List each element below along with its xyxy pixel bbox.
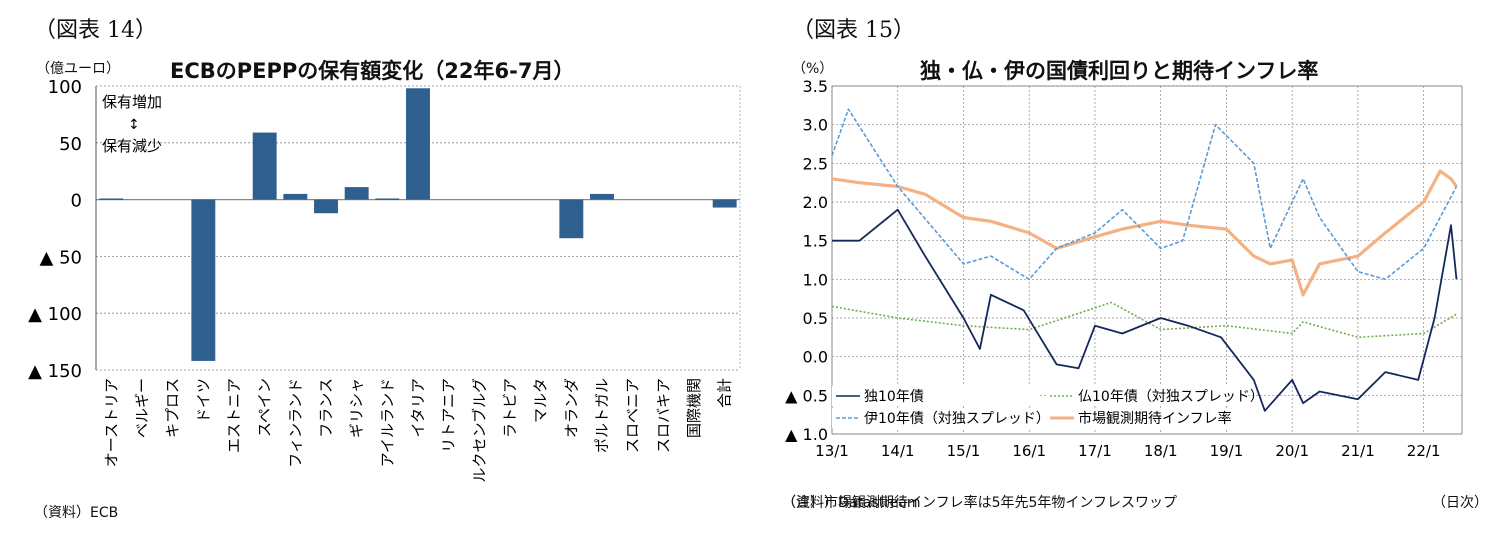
- x-tick-label: イタリア: [409, 378, 427, 437]
- x-tick-label: フランス: [317, 378, 335, 438]
- y-tick-label: 50: [59, 134, 82, 155]
- y-tick-label: 2.5: [803, 154, 828, 173]
- chart-title: 独・仏・伊の国債利回りと期待インフレ率: [920, 59, 1319, 83]
- x-tick-label: 21/1: [1341, 442, 1375, 460]
- y-tick-label: 0: [71, 191, 82, 212]
- y-tick-label: 3.5: [803, 77, 828, 96]
- y-axis-unit: （億ユーロ）: [36, 61, 120, 77]
- y-tick-label: ▲ 150: [28, 361, 82, 382]
- legend-bg: [1046, 408, 1246, 428]
- bar-chart: 100 50 0 ▲ 50 ▲ 100 ▲ 150 オーストリア ベルギー キプロス ドイツ エスト…: [28, 77, 741, 483]
- y-tick-label: ▲ 1.0: [785, 425, 828, 444]
- legend-bg: [1046, 386, 1246, 406]
- legend-label: 市場観測期待インフレ率: [1078, 410, 1232, 427]
- x-tick-label: スロベニア: [624, 378, 642, 453]
- source-note: （資料）Datastream: [782, 495, 921, 511]
- legend-bg: [832, 408, 1040, 428]
- x-tick-label: 22/1: [1407, 442, 1441, 460]
- x-tick-label: エストニア: [225, 378, 243, 453]
- bar: [375, 198, 400, 200]
- y-tick-label: ▲ 0.5: [785, 386, 828, 405]
- footnote: （注）市場観測期待インフレ率は5年先5年物インフレスワップ: [782, 495, 1177, 511]
- panel-holdings-change: （図表 14） （億ユーロ） ECBのPEPPの保有額変化（22年6-7月） 1…: [28, 18, 741, 521]
- x-tick-label: キプロス: [164, 378, 182, 438]
- bar: [559, 199, 584, 239]
- y-tick-label: 2.0: [803, 193, 828, 212]
- y-tick-label: ▲ 100: [28, 304, 82, 325]
- y-tick-label: ▲ 50: [40, 247, 82, 268]
- bar: [590, 193, 614, 200]
- x-tick-label: 18/1: [1144, 442, 1178, 460]
- chart-title: ECBのPEPPの保有額変化（22年6-7月）: [170, 59, 575, 83]
- line-chart: 3.5 3.0 2.5 2.0 1.5 1.0 0.5 0.0 ▲ 0.5 ▲ 1.013/1 14…: [785, 77, 1463, 460]
- bar: [406, 88, 430, 200]
- legend-label: 独10年債: [864, 389, 924, 405]
- x-tick-label: ベルギー: [133, 378, 151, 438]
- bar: [344, 187, 369, 200]
- bar: [191, 199, 216, 361]
- x-tick-label: 14/1: [881, 442, 915, 460]
- annotation-increase: 保有増加: [102, 93, 162, 111]
- figure-label: （図表 15）: [792, 18, 915, 43]
- legend-label: 仏10年債（対独スプレッド）: [1078, 389, 1264, 405]
- x-tick-label: 19/1: [1210, 442, 1244, 460]
- annotation-arrow: ↕: [128, 117, 140, 133]
- x-tick-label: アイルランド: [378, 378, 396, 467]
- x-tick-label: オーストリア: [102, 378, 120, 467]
- y-tick-label: 0.5: [803, 309, 828, 328]
- x-tick-label: 16/1: [1012, 442, 1046, 460]
- bar: [712, 199, 737, 208]
- x-tick-label: ギリシャ: [348, 378, 366, 438]
- series-line: [831, 169, 1458, 297]
- legend-label: 伊10年債（対独スプレッド）: [864, 411, 1050, 427]
- source-note: （資料）ECB: [34, 505, 119, 521]
- y-axis-unit: （%）: [792, 61, 834, 77]
- bar: [314, 199, 338, 214]
- series-line: [831, 108, 1458, 281]
- panel-yields-inflation: （図表 15） （%） 独・仏・伊の国債利回りと期待インフレ率 3.5 3.0 2.…: [750, 0, 1498, 545]
- x-tick-label: ドイツ: [194, 378, 212, 423]
- x-tick-label: マルタ: [532, 378, 550, 423]
- x-tick-label: スロバキア: [654, 378, 672, 453]
- x-tick-label: ポルトガル: [593, 378, 611, 453]
- x-tick-label: 合計: [716, 378, 734, 408]
- y-tick-label: 1.5: [803, 232, 828, 251]
- x-tick-label: スペイン: [256, 378, 274, 437]
- series-line: [831, 301, 1457, 339]
- x-tick-label: 17/1: [1078, 442, 1112, 460]
- bar: [99, 198, 124, 200]
- y-tick-label: 3.0: [803, 116, 828, 135]
- x-tick-label: ルクセンブルグ: [470, 378, 488, 483]
- annotation-decrease: 保有減少: [102, 137, 162, 155]
- figure-label: （図表 14）: [34, 18, 157, 43]
- x-tick-label: 15/1: [947, 442, 981, 460]
- x-tick-label: ラトビア: [501, 378, 519, 438]
- bar: [283, 193, 308, 200]
- x-tick-label: フィンランド: [286, 378, 304, 468]
- x-tick-label: リトアニア: [440, 378, 458, 453]
- x-tick-label: 13/1: [815, 442, 849, 460]
- y-tick-label: 1.0: [803, 270, 828, 289]
- x-tick-label: 国際機関: [685, 378, 703, 438]
- x-tick-label: オランダ: [562, 378, 580, 438]
- legend-bg: [832, 386, 1040, 406]
- series-line: [832, 208, 1458, 412]
- y-tick-label: 0.0: [803, 348, 828, 367]
- bar: [252, 132, 277, 200]
- x-axis-unit: （日次）: [1432, 495, 1488, 511]
- plot-border: [831, 85, 1463, 435]
- x-tick-label: 20/1: [1275, 442, 1309, 460]
- y-tick-label: 100: [48, 77, 82, 98]
